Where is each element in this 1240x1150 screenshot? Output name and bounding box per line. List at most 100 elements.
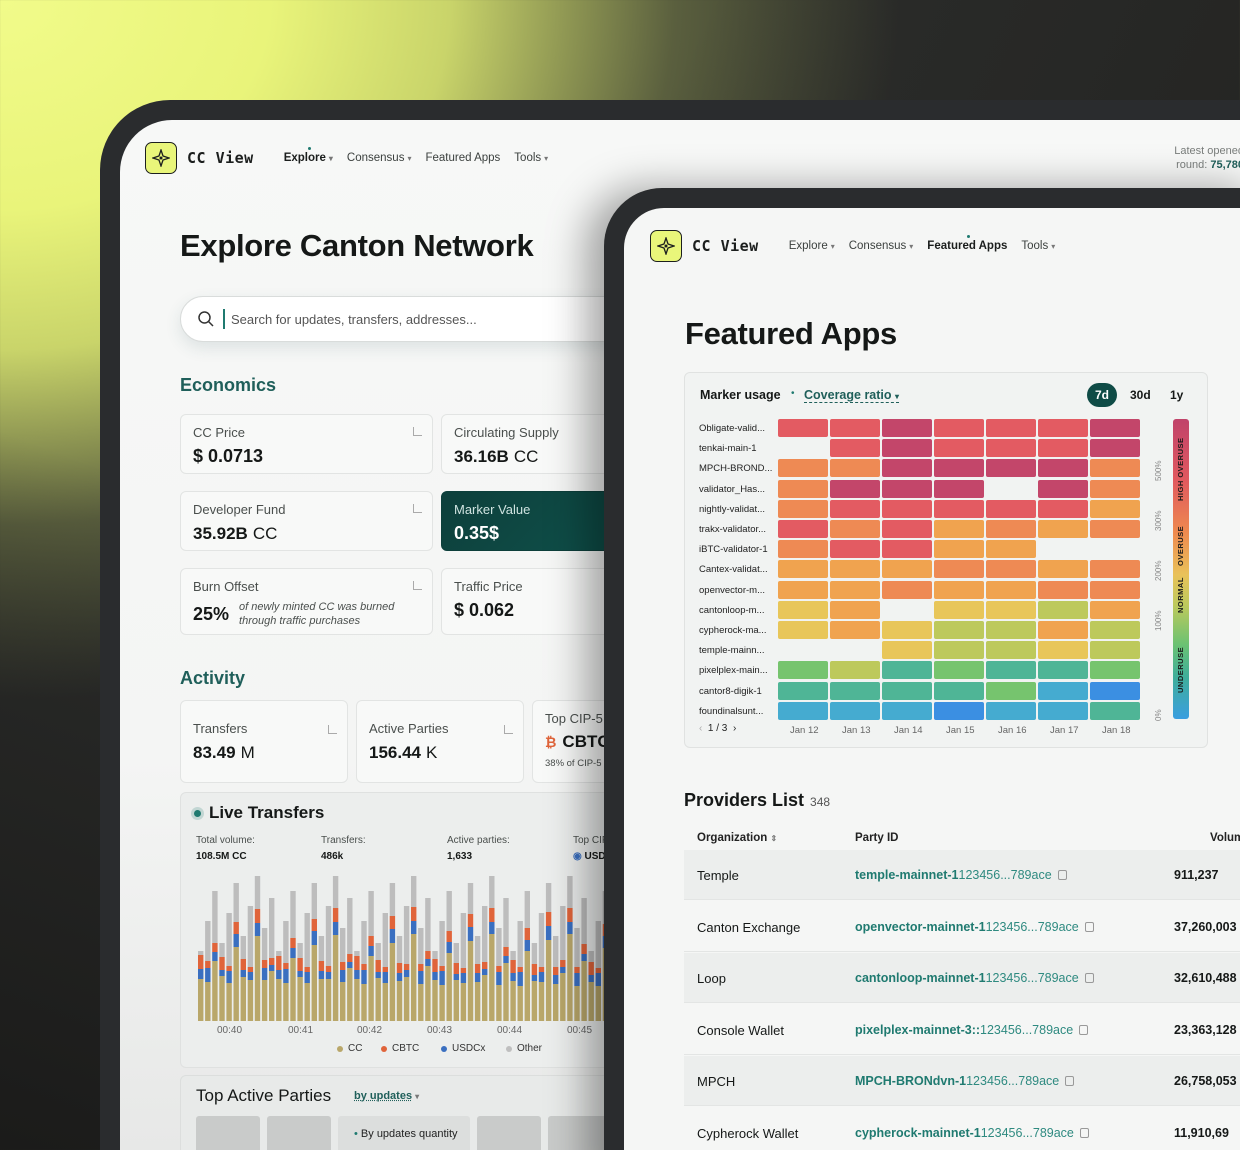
heatmap-cell[interactable]: [778, 540, 828, 559]
heatmap-row-label[interactable]: tenkai-main-1: [699, 443, 757, 455]
heatmap-cell[interactable]: [934, 600, 984, 619]
heatmap-cell[interactable]: [934, 479, 984, 498]
heatmap-cell[interactable]: [1038, 540, 1088, 558]
heatmap-cell[interactable]: [1038, 560, 1088, 579]
heatmap-cell[interactable]: [1038, 499, 1088, 518]
heatmap-cell[interactable]: [1090, 479, 1140, 498]
heatmap-cell[interactable]: [934, 681, 984, 700]
heatmap-cell[interactable]: [986, 681, 1036, 700]
active-parties-card[interactable]: Active Parties 156.44 K: [356, 700, 524, 783]
heatmap-cell[interactable]: [830, 701, 880, 720]
heatmap-cell[interactable]: [830, 621, 880, 639]
heatmap-cell[interactable]: [1038, 419, 1088, 437]
heatmap-cell[interactable]: [882, 681, 932, 700]
heatmap-cell[interactable]: [882, 601, 932, 619]
heatmap-row-label[interactable]: nightly-validat...: [699, 503, 766, 515]
heatmap-cell[interactable]: [778, 459, 828, 478]
heatmap-cell[interactable]: [1090, 439, 1140, 458]
heatmap-cell[interactable]: [1038, 459, 1088, 478]
copy-icon[interactable]: [1084, 921, 1094, 932]
table-row[interactable]: Loop cantonloop-mainnet-1123456...789ace 3…: [684, 953, 1240, 1003]
heatmap-cell[interactable]: [830, 520, 880, 538]
heatmap-row-label[interactable]: validator_Has...: [699, 483, 766, 495]
transfers-card[interactable]: Transfers 83.49 M: [180, 700, 348, 783]
heatmap-cell[interactable]: [1038, 520, 1088, 538]
heatmap-row-label[interactable]: foundinalsunt...: [699, 705, 764, 717]
heatmap-cell[interactable]: [882, 419, 932, 437]
copy-icon[interactable]: [1057, 870, 1067, 880]
heatmap-cell[interactable]: [830, 479, 880, 498]
heatmap-cell[interactable]: [1090, 701, 1140, 720]
heatmap-cell[interactable]: [934, 499, 984, 518]
cc-price-card[interactable]: CC Price $ 0.0713: [180, 414, 433, 474]
range-7d-button[interactable]: 7d: [1087, 383, 1118, 407]
heatmap-cell[interactable]: [882, 560, 932, 579]
heatmap-cell[interactable]: [830, 540, 880, 559]
party-id-link[interactable]: openvector-mainnet-1123456...789ace: [855, 920, 1094, 934]
heatmap-cell[interactable]: [882, 701, 932, 720]
heatmap-cell[interactable]: [986, 439, 1036, 458]
heatmap-cell[interactable]: [1090, 600, 1140, 619]
heatmap-row-label[interactable]: pixelplex-main...: [699, 665, 768, 677]
table-row[interactable]: MPCH MPCH-BRONdvn-1123456...789ace 26,758,…: [684, 1056, 1240, 1106]
heatmap-cell[interactable]: [1090, 499, 1140, 518]
heatmap-cell[interactable]: [986, 701, 1036, 720]
heatmap-cell[interactable]: [830, 600, 880, 619]
heatmap-cell[interactable]: [778, 661, 828, 680]
heatmap-cell[interactable]: [778, 701, 828, 720]
heatmap-cell[interactable]: [1090, 560, 1140, 579]
heatmap-cell[interactable]: [778, 560, 828, 579]
heatmap-cell[interactable]: [778, 580, 828, 599]
developer-fund-card[interactable]: Developer Fund 35.92B CC: [180, 491, 433, 551]
heatmap-cell[interactable]: [778, 600, 828, 619]
legend-usdcx[interactable]: USDCx: [441, 1043, 485, 1054]
heatmap-cell[interactable]: [986, 580, 1036, 599]
heatmap-cell[interactable]: [1038, 621, 1088, 639]
heatmap-cell[interactable]: [934, 439, 984, 458]
heatmap-cell[interactable]: [882, 520, 932, 538]
legend-other[interactable]: Other: [506, 1043, 542, 1054]
heatmap-cell[interactable]: [882, 479, 932, 498]
heatmap-cell[interactable]: [778, 479, 828, 498]
party-id-link[interactable]: cantonloop-mainnet-1123456...789ace: [855, 971, 1094, 985]
heatmap-cell[interactable]: [1090, 621, 1140, 639]
heatmap-cell[interactable]: [778, 641, 828, 659]
heatmap-cell[interactable]: [934, 661, 984, 680]
nav-tools[interactable]: Tools ▾: [514, 152, 549, 164]
heatmap-cell[interactable]: [934, 560, 984, 579]
heatmap-row-label[interactable]: temple-mainn...: [699, 645, 765, 657]
heatmap-cell[interactable]: [882, 641, 932, 660]
heatmap-cell[interactable]: [986, 621, 1036, 639]
heatmap-cell[interactable]: [830, 681, 880, 700]
next-page-icon[interactable]: ›: [732, 723, 737, 734]
party-id-link[interactable]: pixelplex-mainnet-3::123456...789ace: [855, 1023, 1089, 1037]
legend-cc[interactable]: CC: [337, 1043, 362, 1054]
heatmap-row-label[interactable]: cantor8-digik-1: [699, 685, 762, 697]
range-30d-button[interactable]: 30d: [1130, 388, 1151, 402]
nav-consensus[interactable]: Consensus ▾: [848, 240, 914, 252]
heatmap-row-label[interactable]: iBTC-validator-1: [699, 544, 768, 556]
heatmap-cell[interactable]: [1038, 600, 1088, 619]
metric-dropdown[interactable]: Coverage ratio ▾: [804, 388, 900, 403]
heatmap-cell[interactable]: [934, 520, 984, 538]
heatmap-row-label[interactable]: cantonloop-m...: [699, 604, 765, 616]
nav-featured-apps[interactable]: Featured Apps: [425, 152, 501, 164]
party-id-link[interactable]: temple-mainnet-1123456...789ace: [855, 868, 1067, 882]
heatmap-cell[interactable]: [882, 621, 932, 639]
column-organization[interactable]: Organization ⇕: [697, 832, 777, 844]
heatmap-cell[interactable]: [986, 641, 1036, 660]
search-input[interactable]: [231, 311, 631, 327]
heatmap-cell[interactable]: [1038, 701, 1088, 720]
heatmap-cell[interactable]: [1090, 661, 1140, 680]
sort-dropdown[interactable]: by updates ▾: [354, 1090, 419, 1102]
heatmap-row-label[interactable]: Obligate-valid...: [699, 423, 766, 434]
heatmap-cell[interactable]: [986, 459, 1036, 478]
heatmap-cell[interactable]: [830, 560, 880, 579]
heatmap-cell[interactable]: [778, 439, 828, 457]
heatmap-cell[interactable]: [1038, 580, 1088, 599]
heatmap-cell[interactable]: [1090, 580, 1140, 599]
heatmap-cell[interactable]: [934, 641, 984, 660]
heatmap-row-label[interactable]: MPCH-BROND...: [699, 463, 773, 475]
heatmap-cell[interactable]: [934, 459, 984, 478]
heatmap-cell[interactable]: [1090, 419, 1140, 437]
